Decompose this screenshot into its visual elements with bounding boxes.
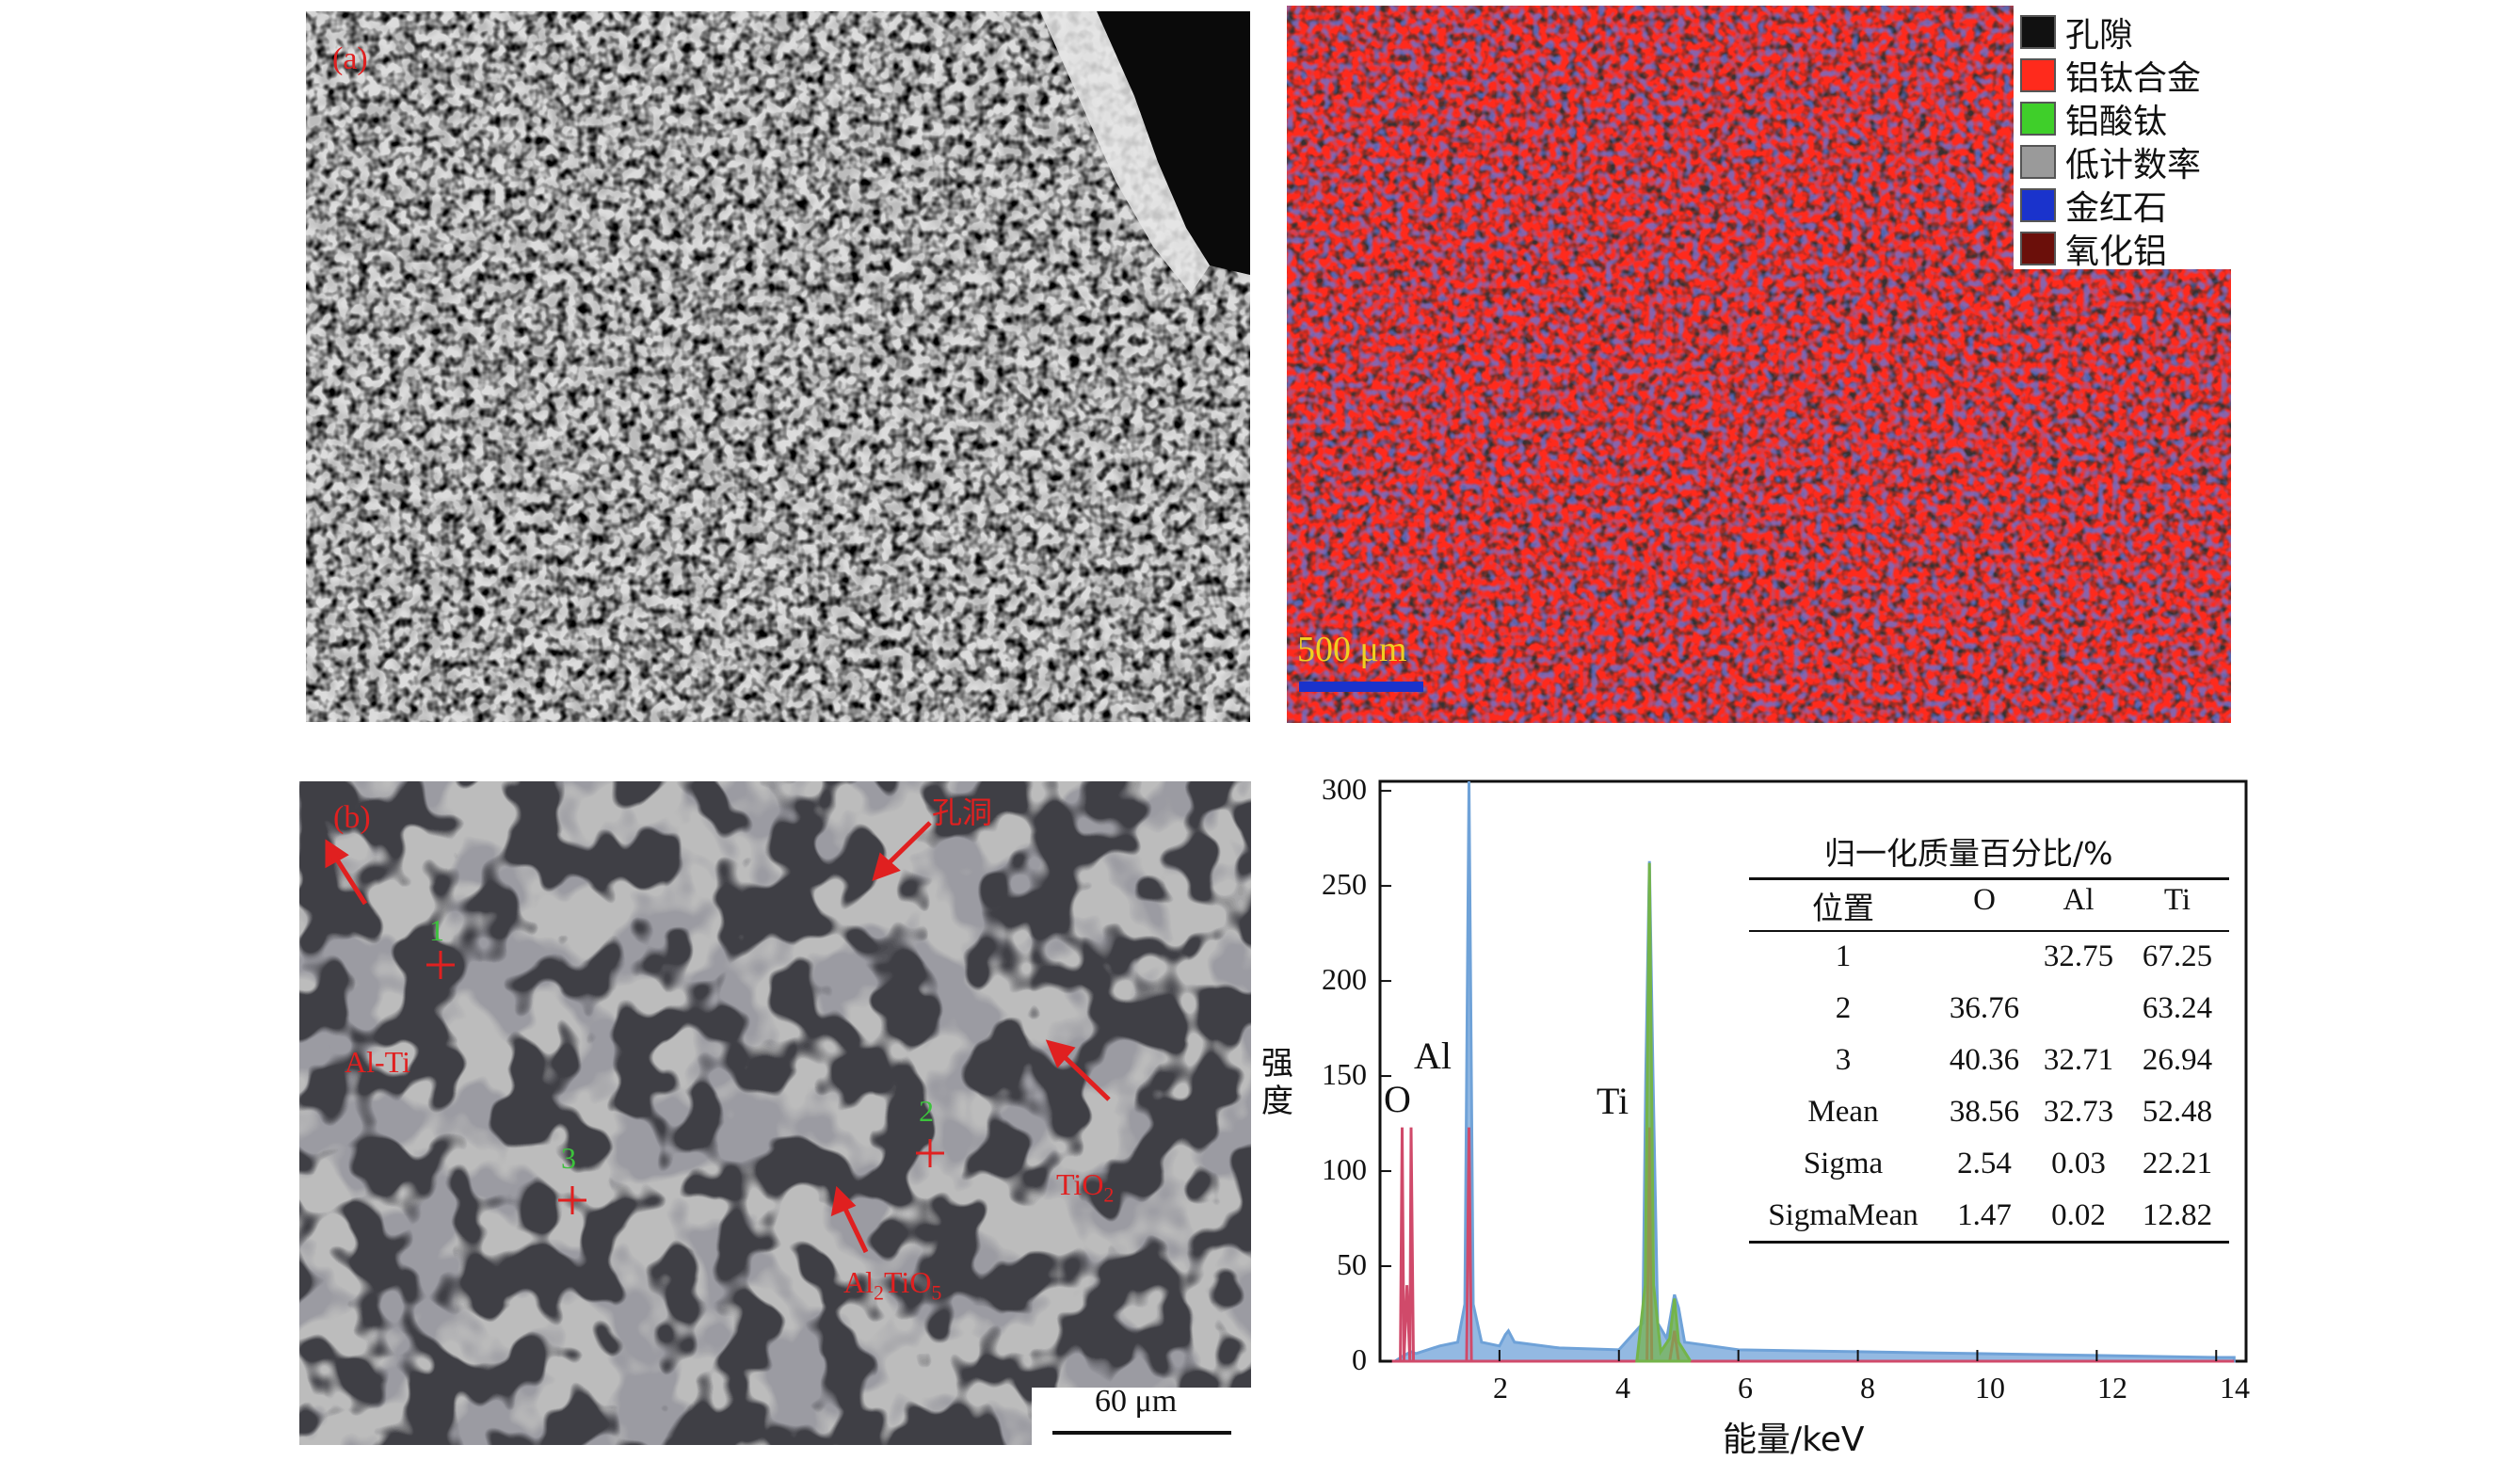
legend-swatch: [2020, 188, 2056, 222]
table-cell: Sigma: [1803, 1147, 1884, 1180]
spectrum-series-2: [1391, 1127, 2235, 1363]
table-cell: SigmaMean: [1768, 1198, 1918, 1232]
table-rule-header: [1749, 930, 2229, 932]
legend-item-alti-alloy: 铝钛合金: [2020, 51, 2201, 100]
map-scale-bar: [1299, 682, 1423, 692]
chart-frame: [1378, 779, 2248, 1363]
table-cell: 1.47: [1957, 1198, 2012, 1232]
table-cell: 32.71: [2043, 1043, 2114, 1077]
y-tick-label: 50: [1337, 1247, 1367, 1281]
tio2-label: TiO2: [1056, 1167, 1115, 1207]
legend-swatch: [2020, 232, 2056, 265]
legend-swatch: [2020, 145, 2056, 179]
micrograph-texture: [299, 781, 1251, 1445]
x-tick-label: 6: [1738, 1371, 1753, 1405]
table-cell: Mean: [1807, 1095, 1879, 1129]
table-header-cell: Al: [2063, 883, 2095, 917]
table-cell: 12.82: [2142, 1198, 2213, 1232]
table-cell: 38.56: [1949, 1095, 2020, 1129]
y-tick-label: 300: [1322, 772, 1367, 806]
peak-label-ti: Ti: [1597, 1080, 1629, 1122]
table-cell: 0.03: [2051, 1147, 2106, 1180]
legend-swatch: [2020, 15, 2056, 49]
legend-item-pore: 孔隙: [2020, 8, 2133, 56]
table-cell: 3: [1835, 1043, 1852, 1077]
table-cell: 36.76: [1949, 991, 2020, 1025]
table-cell: 2.54: [1957, 1147, 2012, 1180]
legend-swatch: [2020, 102, 2056, 136]
table-cell: 0.02: [2051, 1198, 2106, 1232]
map-scale-label: 500 μm: [1297, 630, 1407, 669]
table-cell: 26.94: [2142, 1043, 2213, 1077]
sem-micrograph: (b) 孔洞 Al-Ti TiO2 Al2TiO5 1 2 3 60 μm: [299, 781, 1251, 1445]
y-axis-label: 强度: [1261, 1045, 1293, 1120]
point-1-label: 1: [429, 913, 444, 947]
legend-item-rutile: 金红石: [2020, 181, 2167, 230]
x-tick-label: 4: [1615, 1371, 1630, 1405]
micrograph-scale-label: 60 μm: [1095, 1384, 1178, 1419]
legend-swatch: [2020, 58, 2056, 92]
point-3-label: 3: [561, 1141, 576, 1175]
spectrum-series-1: [1394, 780, 2236, 1363]
table-cell: 32.73: [2043, 1095, 2114, 1129]
table-cell: 32.75: [2043, 939, 2114, 973]
panel-b-tag: (b): [333, 800, 371, 835]
y-tick-label: 0: [1352, 1342, 1367, 1376]
grayscale-texture: [306, 11, 1250, 722]
x-axis-label: 能量/keV: [1723, 1421, 1865, 1459]
micrograph-scale-bar: [1052, 1431, 1231, 1435]
table-cell: 1: [1835, 939, 1852, 973]
x-tick-label: 14: [2220, 1371, 2250, 1405]
table-cell: 22.21: [2142, 1147, 2213, 1180]
table-cell: 40.36: [1949, 1043, 2020, 1077]
table-cell: 63.24: [2142, 991, 2213, 1025]
legend-item-aluminum-titanate: 铝酸钛: [2020, 94, 2167, 143]
legend-item-low-count: 低计数率: [2020, 137, 2201, 186]
table-header-cell: O: [1973, 883, 1996, 917]
table-title: 归一化质量百分比/%: [1824, 835, 2113, 872]
x-tick-label: 12: [2097, 1371, 2127, 1405]
legend-background: [2014, 6, 2231, 269]
panel-a-tag: (a): [332, 41, 368, 76]
spectrum-series-3: [1635, 862, 1693, 1363]
x-tick-label: 8: [1860, 1371, 1875, 1405]
y-tick-label: 250: [1322, 867, 1367, 901]
y-tick-label: 150: [1322, 1057, 1367, 1091]
x-tick-label: 10: [1975, 1371, 2005, 1405]
table-cell: 2: [1835, 991, 1852, 1025]
peak-label-al: Al: [1414, 1035, 1452, 1077]
point-2-label: 2: [919, 1094, 934, 1128]
y-tick-label: 200: [1322, 962, 1367, 996]
annotation-arrows: [325, 821, 1111, 1254]
legend-item-alumina: 氧化铝: [2020, 224, 2167, 273]
alti-label: Al-Ti: [345, 1045, 410, 1079]
peak-label-o: O: [1384, 1078, 1411, 1120]
table-header-cell: 位置: [1812, 890, 1874, 926]
table-cell: 52.48: [2142, 1095, 2213, 1129]
table-header-cell: Ti: [2163, 883, 2191, 917]
composition-table: 归一化质量百分比/% 位置 O Al Ti 1 32.75 67.25 2 36.76 63.24…: [1749, 828, 2239, 1244]
pore-label: 孔洞: [932, 795, 993, 830]
y-tick-label: 100: [1322, 1152, 1367, 1186]
table-cell: 67.25: [2142, 939, 2213, 973]
sem-grayscale-image: (a): [306, 11, 1250, 722]
table-rule-bottom: [1749, 1241, 2229, 1244]
x-tick-label: 2: [1493, 1371, 1508, 1405]
al2tio5-label: Al2TiO5: [843, 1265, 942, 1305]
phase-map: [1287, 6, 2231, 723]
table-rule-top: [1749, 877, 2229, 880]
